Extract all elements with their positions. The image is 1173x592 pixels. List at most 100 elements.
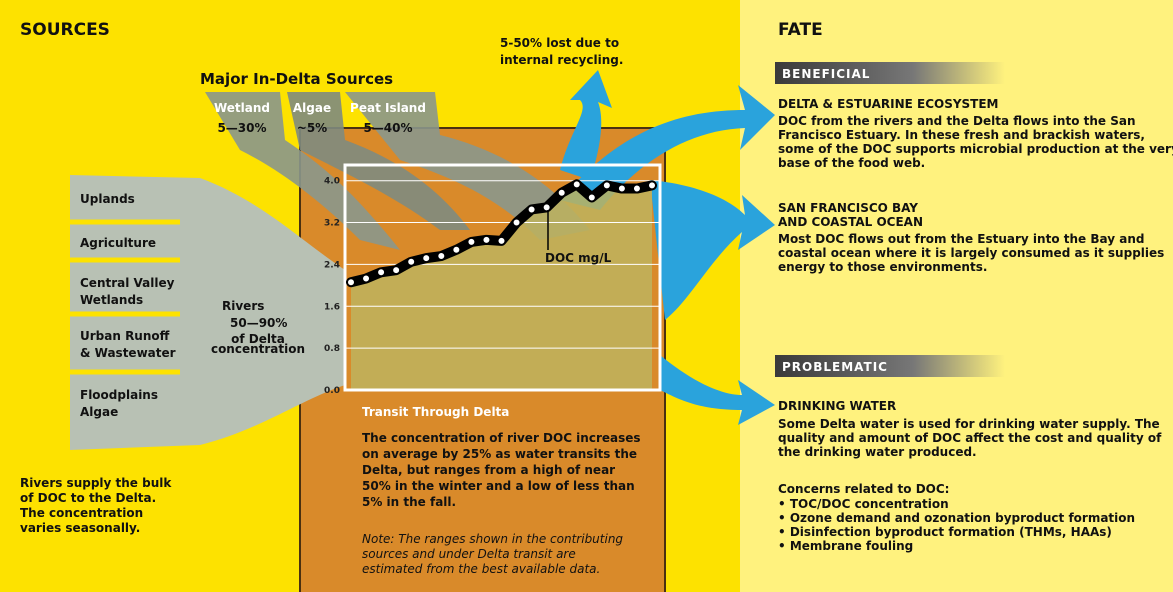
item-title: DRINKING WATER: [778, 399, 896, 413]
y-tick-label: 0.0: [324, 386, 340, 396]
ecosystem-arrow: [560, 85, 775, 210]
doc-point: [377, 268, 386, 277]
river-source: Algae: [80, 405, 118, 419]
doc-point: [407, 257, 416, 266]
item-body: the drinking water produced.: [778, 445, 977, 459]
item-body: Some Delta water is used for drinking wa…: [778, 417, 1160, 431]
doc-point: [512, 218, 521, 227]
in-delta-range: ~5%: [297, 121, 327, 135]
item-title: AND COASTAL OCEAN: [778, 215, 923, 229]
doc-point: [422, 254, 431, 263]
y-tick-label: 1.6: [324, 302, 340, 312]
summary-line: of DOC to the Delta.: [20, 491, 156, 505]
problematic-label: PROBLEMATIC: [782, 360, 888, 374]
doc-point: [482, 235, 491, 244]
doc-point: [452, 245, 461, 254]
transit-body: 5% in the fall.: [362, 495, 456, 509]
in-delta-name: Peat Island: [350, 101, 426, 115]
item-body: Francisco Estuary. In these fresh and br…: [778, 128, 1145, 142]
recycling-note: 5-50% lost due to: [500, 36, 619, 50]
item-body: coastal ocean where it is largely consum…: [778, 246, 1164, 260]
doc-point: [362, 274, 371, 283]
rivers-note: of Delta: [231, 332, 285, 346]
item-body: energy to those environments.: [778, 260, 987, 274]
area: [351, 184, 652, 390]
in-delta-title: Major In-Delta Sources: [200, 70, 393, 88]
doc-point: [542, 203, 551, 212]
rivers-label: Rivers: [222, 299, 264, 313]
doc-point: [648, 181, 656, 190]
item-body: some of the DOC supports microbial produ…: [778, 142, 1173, 156]
transit-title: Transit Through Delta: [362, 405, 509, 419]
doc-point: [467, 237, 476, 246]
item-body: Most DOC flows out from the Estuary into…: [778, 232, 1144, 246]
doc-point: [557, 188, 566, 197]
item-title: DELTA & ESTUARINE ECOSYSTEM: [778, 97, 999, 111]
concern: • Membrane fouling: [778, 539, 913, 553]
river-source: Wetlands: [80, 293, 143, 307]
recycling-arrow: [560, 70, 612, 180]
river-source: Floodplains: [80, 388, 158, 402]
river-source: Urban Runoff: [80, 329, 170, 343]
item-title: SAN FRANCISCO BAY: [778, 201, 918, 215]
y-label: DOC mg/L: [545, 251, 612, 265]
summary-line: The concentration: [20, 506, 143, 520]
wetland-arrow: [205, 92, 400, 250]
drinking-arrow: [660, 355, 775, 425]
y-tick-label: 3.2: [324, 219, 340, 229]
rivers-note: concentration: [211, 342, 305, 356]
summary-line: varies seasonally.: [20, 521, 140, 535]
y-tick-label: 4.0: [324, 177, 340, 187]
rivers-range: 50—90%: [230, 316, 287, 330]
beneficial-bar: [775, 62, 1005, 84]
river-source: Uplands: [80, 192, 135, 206]
river-separators: [60, 219, 180, 375]
doc-point: [617, 184, 626, 193]
river-arrow: [70, 175, 345, 450]
doc-point: [587, 193, 596, 202]
ocean-arrow: [650, 180, 775, 320]
river-source: Central Valley: [80, 276, 175, 290]
in-delta-range: 5—30%: [217, 121, 266, 135]
concern: • Disinfection byproduct formation (THMs…: [778, 525, 1112, 539]
fate-title: FATE: [778, 20, 823, 40]
concerns-title: Concerns related to DOC:: [778, 482, 949, 496]
beneficial-label: BENEFICIAL: [782, 67, 870, 81]
in-delta-name: Wetland: [214, 101, 270, 115]
river-source: Agriculture: [80, 236, 156, 250]
problematic-bar: [775, 355, 1005, 377]
recycling-note: internal recycling.: [500, 53, 623, 67]
in-delta-range: 5—40%: [363, 121, 412, 135]
y-tick-label: 2.4: [324, 260, 340, 270]
doc-point: [437, 252, 446, 261]
doc-point: [632, 184, 641, 193]
algae-arrow: [287, 92, 470, 230]
doc-point: [602, 181, 611, 190]
in-delta-name: Algae: [293, 101, 331, 115]
transit-body: 50% in the winter and a low of less than: [362, 479, 635, 493]
item-body: base of the food web.: [778, 156, 925, 170]
concern: • TOC/DOC concentration: [778, 497, 949, 511]
item-body: quality and amount of DOC affect the cos…: [778, 431, 1162, 445]
river-source: & Wastewater: [80, 346, 176, 360]
item-body: DOC from the rivers and the Delta flows …: [778, 114, 1136, 128]
transit-note: sources and under Delta transit are: [362, 547, 576, 561]
doc-point: [572, 180, 581, 189]
transit-note: estimated from the best available data.: [362, 562, 600, 576]
doc-point: [392, 266, 401, 275]
doc-point: [497, 236, 506, 245]
transit-body: Delta, but ranges from a high of near: [362, 463, 615, 477]
fate-panel: [740, 0, 1173, 592]
concern: • Ozone demand and ozonation byproduct f…: [778, 511, 1135, 525]
doc-point: [347, 278, 355, 287]
doc-point: [527, 205, 536, 214]
transit-note: Note: The ranges shown in the contributi…: [362, 532, 623, 546]
chart-frame: [343, 163, 662, 392]
sources-title: SOURCES: [20, 20, 110, 40]
y-tick-label: 0.8: [324, 344, 340, 354]
transit-body: on average by 25% as water transits the: [362, 447, 637, 461]
transit-body: The concentration of river DOC increases: [362, 431, 641, 445]
summary-line: Rivers supply the bulk: [20, 476, 172, 490]
